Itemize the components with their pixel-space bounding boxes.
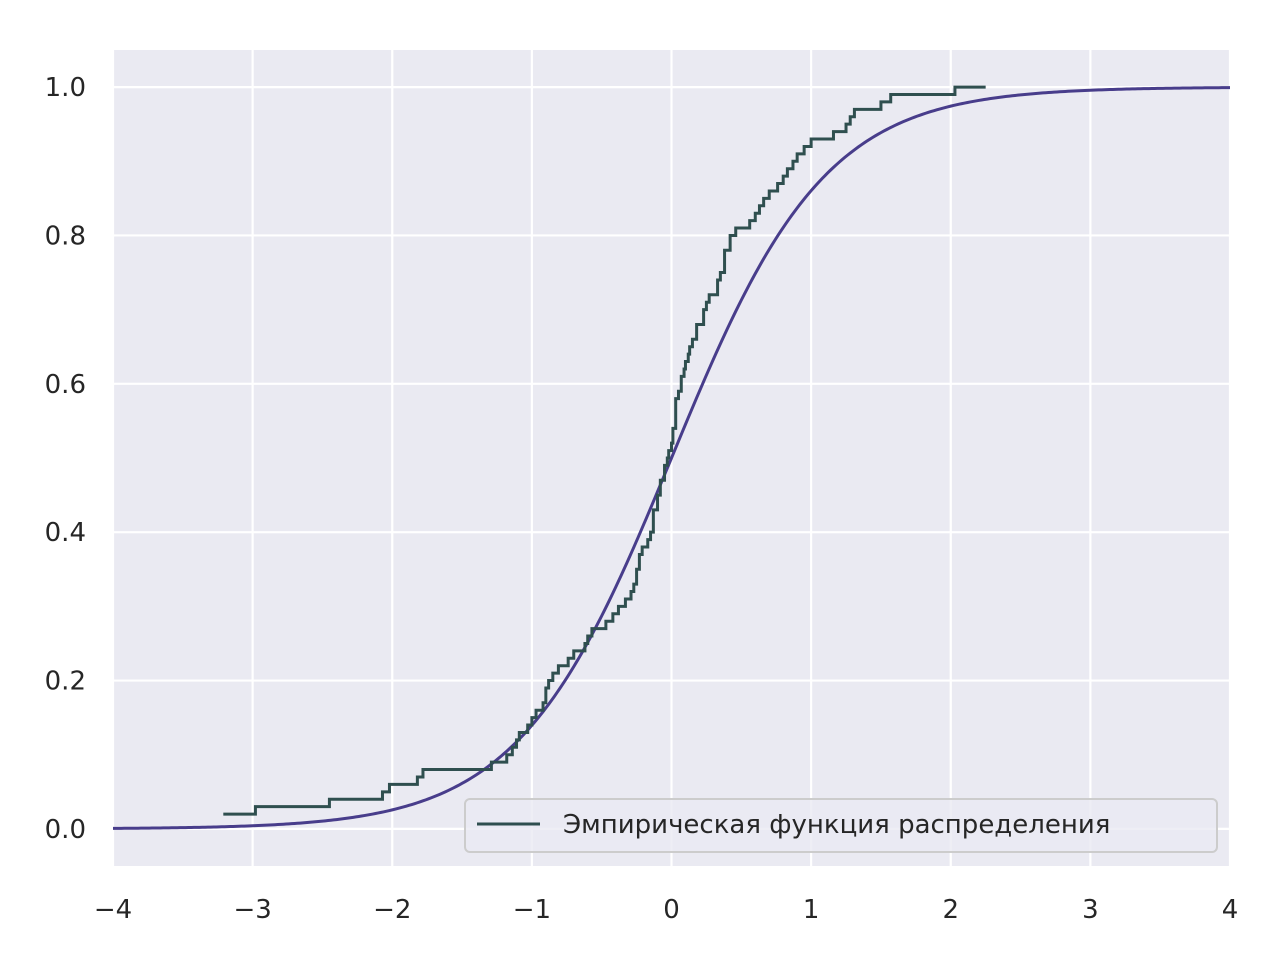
theoretical-cdf-line xyxy=(112,86,1231,830)
x-tick-label: −1 xyxy=(513,895,551,925)
y-tick-label: 0.2 xyxy=(45,667,86,697)
y-tick-label: 1.0 xyxy=(45,73,86,103)
x-tick-label: 0 xyxy=(663,895,680,925)
x-tick-label: 3 xyxy=(1082,895,1099,925)
x-tick-label: −2 xyxy=(373,895,411,925)
y-tick-label: 0.6 xyxy=(45,370,86,400)
x-tick-label: 1 xyxy=(803,895,820,925)
x-tick-label: 2 xyxy=(942,895,959,925)
legend: Эмпирическая функция распределения xyxy=(464,798,1218,853)
y-tick-label: 0.4 xyxy=(45,518,86,548)
y-tick-label: 0.0 xyxy=(45,815,86,845)
legend-label: Эмпирическая функция распределения xyxy=(563,810,1110,840)
y-tick-label: 0.8 xyxy=(45,221,86,251)
series-layer xyxy=(112,85,1231,830)
x-tick-label: −3 xyxy=(233,895,271,925)
x-tick-label: −4 xyxy=(94,895,132,925)
x-tick-label: 4 xyxy=(1222,895,1239,925)
tick-labels: −4 −3 −2 −1 0 1 2 3 4 0.0 0.2 0.4 0.6 0.8 1.0 xyxy=(45,73,1239,925)
empirical-cdf-line xyxy=(223,85,986,816)
legend-box xyxy=(464,798,1218,853)
